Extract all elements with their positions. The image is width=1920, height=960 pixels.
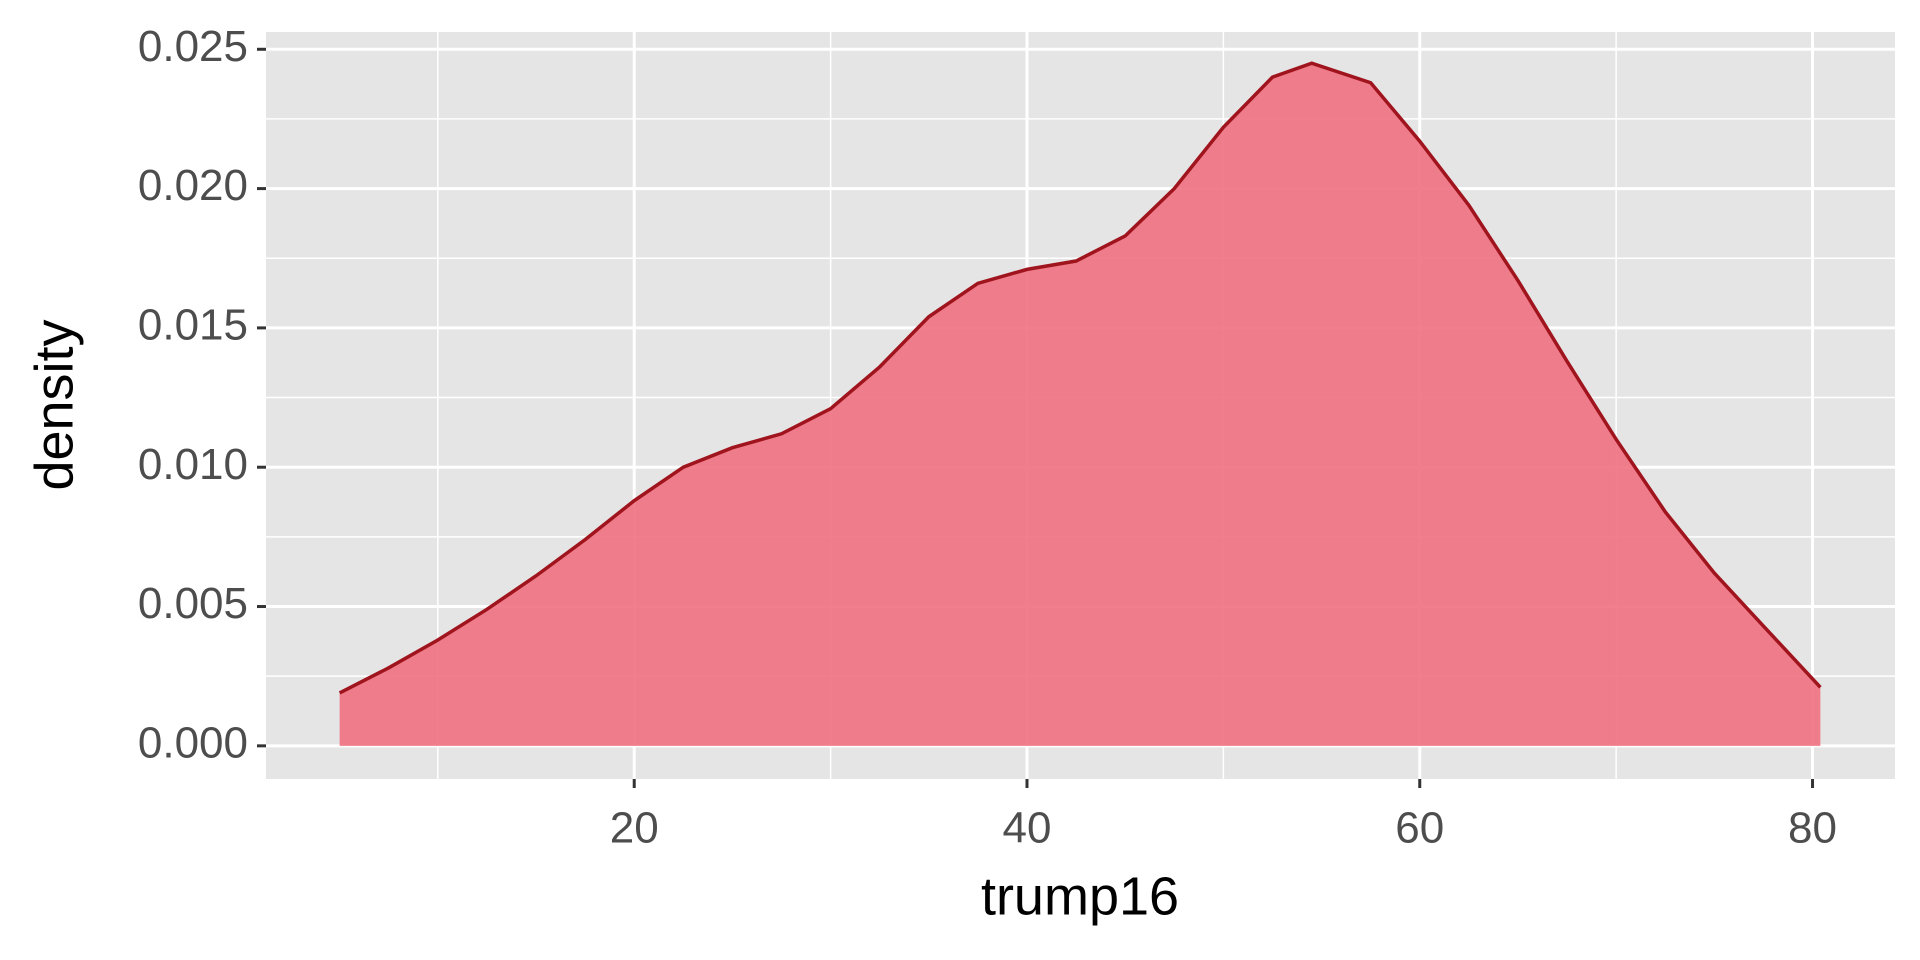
- density-line: [338, 61, 1822, 695]
- y-tick-label: 0.015: [138, 301, 248, 350]
- y-tick-label: 0.025: [138, 22, 248, 71]
- y-tick-label: 0.010: [138, 440, 248, 489]
- y-tick-label: 0.020: [138, 161, 248, 210]
- y-tick-label: 0.000: [138, 718, 248, 767]
- x-tick-label: 80: [1788, 804, 1837, 853]
- y-axis-title: density: [24, 319, 84, 490]
- y-tick-label: 0.005: [138, 579, 248, 628]
- x-axis-title: trump16: [981, 866, 1179, 926]
- x-tick-label: 20: [610, 804, 659, 853]
- density-area: [339, 63, 1821, 746]
- x-tick-label: 40: [1003, 804, 1052, 853]
- x-tick-label: 60: [1395, 804, 1444, 853]
